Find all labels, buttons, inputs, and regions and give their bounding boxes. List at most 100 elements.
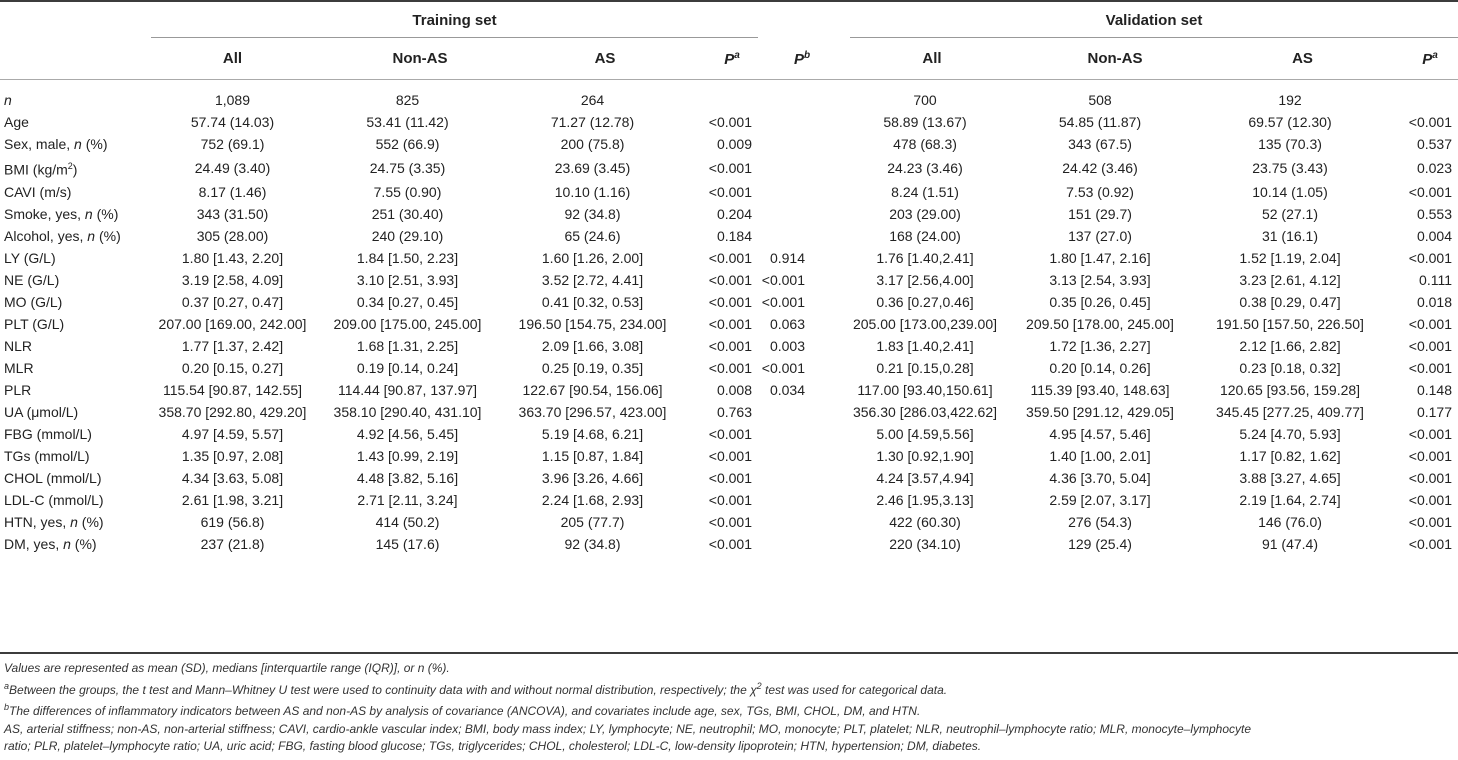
pb-cell: <0.001	[761, 359, 805, 376]
training-all-cell: 1,089	[214, 92, 251, 108]
validation-p-cell: <0.001	[1408, 425, 1452, 442]
table-row: MLR 0.20 [0.15, 0.27] 0.19 [0.14, 0.24] 0.2…	[0, 357, 1458, 379]
table-row: Sex, male, n (%) 752 (69.1) 552 (66.9) 200 …	[0, 133, 1458, 155]
training-nonas-cell: 1.43 [0.99, 2.19]	[356, 447, 459, 464]
training-nonas-cell: 358.10 [290.40, 431.10]	[333, 403, 482, 420]
training-as-cell: 0.41 [0.32, 0.53]	[541, 293, 644, 310]
validation-nonas-cell: 359.50 [291.12, 429.05]	[1026, 403, 1174, 420]
validation-as-cell: 146 (76.0)	[1258, 513, 1322, 530]
row-label: HTN, yes, n (%)	[4, 513, 104, 530]
training-all-cell: 8.17 (1.46)	[198, 183, 267, 200]
validation-as-cell: 192	[1278, 92, 1302, 108]
training-all-cell: 752 (69.1)	[200, 136, 265, 152]
validation-nonas-cell: 1.40 [1.00, 2.01]	[1049, 447, 1151, 464]
training-p-cell: <0.001	[708, 535, 752, 552]
training-nonas-cell: 209.00 [175.00, 245.00]	[333, 315, 482, 332]
validation-as-cell: 3.88 [3.27, 4.65]	[1239, 469, 1341, 486]
training-nonas-cell: 1.84 [1.50, 2.23]	[356, 249, 459, 266]
validation-as-cell: 120.65 [93.56, 159.28]	[1219, 381, 1361, 398]
header-bottom-rule	[0, 79, 1458, 80]
validation-all-cell: 4.24 [3.57,4.94]	[876, 469, 974, 486]
training-all-cell: 1.35 [0.97, 2.08]	[181, 447, 284, 464]
validation-p-cell: <0.001	[1408, 249, 1452, 266]
table-bottom-rule	[0, 652, 1458, 654]
training-p-cell: <0.001	[708, 513, 752, 530]
training-as-cell: 65 (24.6)	[564, 227, 621, 244]
col-validation-all: All	[922, 50, 942, 67]
validation-as-cell: 135 (70.3)	[1258, 136, 1322, 152]
table-row: LY (G/L) 1.80 [1.43, 2.20] 1.84 [1.50, 2.2…	[0, 247, 1458, 269]
col-training-nonas: Non-AS	[392, 50, 448, 67]
validation-nonas-cell: 209.50 [178.00, 245.00]	[1026, 315, 1174, 332]
validation-as-cell: 345.45 [277.25, 409.77]	[1216, 403, 1364, 420]
row-label: BMI (kg/m2)	[4, 161, 78, 178]
validation-nonas-cell: 2.59 [2.07, 3.17]	[1049, 491, 1151, 508]
table-row: LDL-C (mmol/L) 2.61 [1.98, 3.21] 2.71 [2.1…	[0, 489, 1458, 511]
training-nonas-cell: 414 (50.2)	[375, 513, 440, 530]
validation-set-underline	[850, 37, 1458, 38]
validation-all-cell: 1.30 [0.92,1.90]	[876, 447, 974, 464]
validation-p-cell: 0.177	[1416, 403, 1452, 420]
pb-cell	[758, 489, 845, 511]
row-label: Alcohol, yes, n (%)	[4, 227, 121, 244]
pb-cell: 0.034	[769, 381, 805, 398]
pb-cell	[758, 423, 845, 445]
pb-cell	[758, 401, 845, 423]
training-all-cell: 1.80 [1.43, 2.20]	[181, 249, 284, 266]
training-all-cell: 619 (56.8)	[200, 513, 265, 530]
training-as-cell: 92 (34.8)	[564, 535, 621, 552]
training-as-cell: 1.60 [1.26, 2.00]	[541, 249, 644, 266]
training-nonas-cell: 24.75 (3.35)	[369, 159, 446, 176]
training-p-cell: <0.001	[708, 293, 752, 310]
training-p-cell: 0.763	[716, 403, 752, 420]
training-as-cell: 0.25 [0.19, 0.35]	[541, 359, 644, 376]
training-as-cell: 2.09 [1.66, 3.08]	[541, 337, 644, 354]
training-all-cell: 0.20 [0.15, 0.27]	[181, 359, 284, 376]
pb-cell	[758, 111, 845, 133]
validation-p-cell: <0.001	[1408, 447, 1452, 464]
training-all-cell: 4.34 [3.63, 5.08]	[181, 469, 284, 486]
table-row: MO (G/L) 0.37 [0.27, 0.47] 0.34 [0.27, 0.4…	[0, 291, 1458, 313]
pb-cell: 0.063	[769, 315, 805, 332]
table-row: BMI (kg/m2) 24.49 (3.40) 24.75 (3.35) 23.69…	[0, 155, 1458, 181]
training-nonas-cell: 825	[395, 92, 420, 108]
validation-all-cell: 24.23 (3.46)	[887, 159, 963, 176]
row-label: UA (μmol/L)	[4, 403, 79, 420]
pb-cell	[758, 155, 845, 181]
validation-all-cell: 0.21 [0.15,0.28]	[876, 359, 974, 376]
row-label: MLR	[4, 359, 34, 376]
training-nonas-cell: 7.55 (0.90)	[373, 183, 442, 200]
pb-cell	[758, 533, 845, 555]
training-nonas-cell: 114.44 [90.87, 137.97]	[337, 381, 478, 398]
table-row: PLT (G/L) 207.00 [169.00, 242.00] 209.00 […	[0, 313, 1458, 335]
training-as-cell: 205 (77.7)	[560, 513, 625, 530]
row-label: LY (G/L)	[4, 249, 56, 266]
validation-as-cell: 1.17 [0.82, 1.62]	[1239, 447, 1341, 464]
training-as-cell: 10.10 (1.16)	[554, 183, 631, 200]
table-row: Age 57.74 (14.03) 53.41 (11.42) 71.27 (12.7…	[0, 111, 1458, 133]
training-nonas-cell: 552 (66.9)	[375, 136, 440, 152]
validation-nonas-cell: 4.36 [3.70, 5.04]	[1049, 469, 1151, 486]
table-row: UA (μmol/L) 358.70 [292.80, 429.20] 358.10…	[0, 401, 1458, 423]
validation-as-cell: 31 (16.1)	[1261, 227, 1319, 244]
training-p-cell: <0.001	[708, 183, 752, 200]
validation-all-cell: 117.00 [93.40,150.61]	[857, 381, 993, 398]
validation-all-cell: 422 (60.30)	[889, 513, 961, 530]
validation-p-cell: 0.553	[1416, 205, 1452, 222]
pb-cell	[758, 445, 845, 467]
validation-p-cell: <0.001	[1408, 513, 1452, 530]
pb-cell: 0.914	[769, 249, 805, 266]
training-p-cell: 0.008	[716, 381, 752, 398]
training-p-cell: 0.009	[716, 136, 752, 152]
validation-nonas-cell: 0.20 [0.14, 0.26]	[1049, 359, 1151, 376]
validation-all-cell: 5.00 [4.59,5.56]	[876, 425, 974, 442]
validation-nonas-cell: 54.85 (11.87)	[1058, 114, 1142, 130]
training-p-cell: <0.001	[708, 447, 752, 464]
col-training-as: AS	[594, 50, 616, 67]
table-footnotes: Values are represented as mean (SD), med…	[4, 660, 1454, 756]
training-p-cell: <0.001	[708, 315, 752, 332]
validation-as-cell: 52 (27.1)	[1261, 205, 1319, 222]
pb-cell	[758, 133, 845, 155]
footnote-b: bThe differences of inflammatory indicat…	[4, 702, 921, 718]
validation-nonas-cell: 508	[1088, 92, 1112, 108]
